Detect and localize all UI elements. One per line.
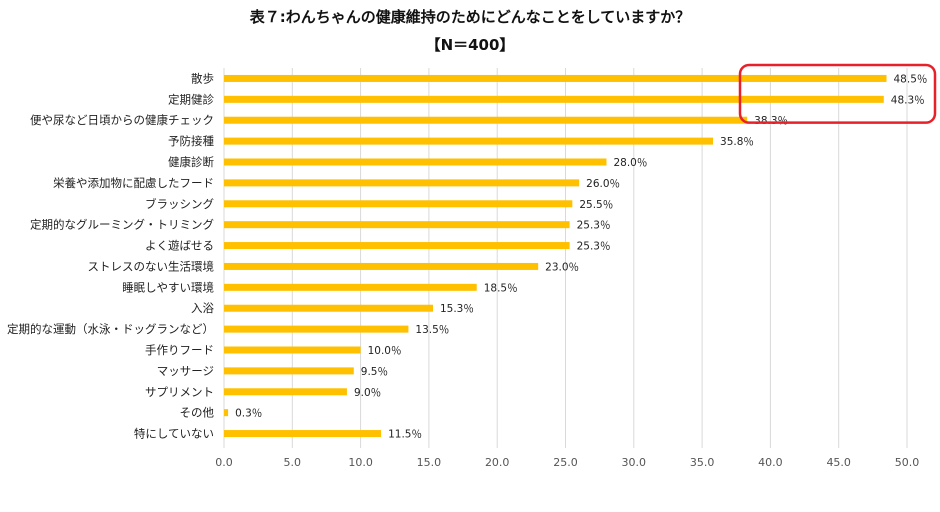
bar xyxy=(224,116,748,124)
x-tick-label: 20.0 xyxy=(485,456,510,469)
data-label: 11.5％ xyxy=(388,429,422,441)
data-label: 28.0％ xyxy=(613,157,647,169)
data-label: 48.5％ xyxy=(894,73,928,85)
category-label: 入浴 xyxy=(191,301,214,315)
x-tick-label: 0.0 xyxy=(215,456,233,469)
category-label: 定期的なグルーミング・トリミング xyxy=(30,218,214,232)
x-tick-label: 10.0 xyxy=(348,456,373,469)
x-tick-label: 35.0 xyxy=(690,456,715,469)
bar xyxy=(224,367,354,375)
category-label: マッサージ xyxy=(157,364,214,378)
chart-subtitle: 【N＝400】 xyxy=(425,36,515,54)
data-label: 9.0％ xyxy=(354,387,381,399)
category-label: 予防接種 xyxy=(168,134,214,148)
data-label: 25.3％ xyxy=(577,220,611,232)
category-label: 散歩 xyxy=(191,71,214,85)
category-label: ブラッシング xyxy=(145,197,214,211)
x-tick-label: 15.0 xyxy=(417,456,442,469)
x-tick-label: 50.0 xyxy=(895,456,920,469)
bar xyxy=(224,221,570,229)
bar xyxy=(224,179,580,187)
data-label: 25.5％ xyxy=(579,199,613,211)
category-label: サプリメント xyxy=(145,385,214,399)
data-label: 13.5％ xyxy=(415,324,449,336)
data-label: 0.3％ xyxy=(235,408,262,420)
data-label: 15.3％ xyxy=(440,303,474,315)
category-label: 手作りフード xyxy=(145,343,214,357)
bar xyxy=(224,409,229,417)
data-label: 10.0％ xyxy=(368,345,402,357)
data-label: 26.0％ xyxy=(586,178,620,190)
category-label: 睡眠しやすい環境 xyxy=(122,280,214,294)
category-label: 特にしていない xyxy=(134,427,214,441)
x-tick-label: 5.0 xyxy=(284,456,302,469)
category-label: 栄養や添加物に配慮したフード xyxy=(53,176,214,190)
highlight-box xyxy=(738,63,937,124)
bar xyxy=(224,95,884,103)
category-label: 健康診断 xyxy=(168,155,214,169)
bar xyxy=(224,304,433,312)
bar xyxy=(224,283,477,291)
data-label: 35.8％ xyxy=(720,136,754,148)
category-label: 定期的な運動（水泳・ドッグランなど） xyxy=(7,322,214,336)
bar xyxy=(224,346,361,354)
x-tick-label: 30.0 xyxy=(622,456,647,469)
category-label: ストレスのない生活環境 xyxy=(88,259,215,273)
bar xyxy=(224,74,887,82)
data-label: 48.3％ xyxy=(891,94,925,106)
category-label: 便や尿など日頃からの健康チェック xyxy=(30,113,214,127)
x-tick-label: 45.0 xyxy=(826,456,851,469)
bar xyxy=(224,325,409,333)
data-label: 38.3％ xyxy=(754,115,788,127)
bar xyxy=(224,430,382,438)
bar xyxy=(224,200,573,208)
category-label: よく遊ばせる xyxy=(145,239,214,253)
data-label: 18.5％ xyxy=(484,282,518,294)
data-label: 23.0％ xyxy=(545,261,579,273)
category-label: その他 xyxy=(180,406,215,420)
chart-title: 表７:わんちゃんの健康維持のためにどんなことをしていますか？ xyxy=(249,8,691,26)
x-tick-label: 25.0 xyxy=(553,456,578,469)
x-tick-label: 40.0 xyxy=(758,456,783,469)
bar xyxy=(224,242,570,250)
data-label: 25.3％ xyxy=(577,241,611,253)
bar xyxy=(224,158,607,166)
bar xyxy=(224,137,714,145)
bar xyxy=(224,388,347,396)
data-label: 9.5％ xyxy=(361,366,388,378)
bar xyxy=(224,262,539,270)
category-label: 定期健診 xyxy=(168,92,214,106)
